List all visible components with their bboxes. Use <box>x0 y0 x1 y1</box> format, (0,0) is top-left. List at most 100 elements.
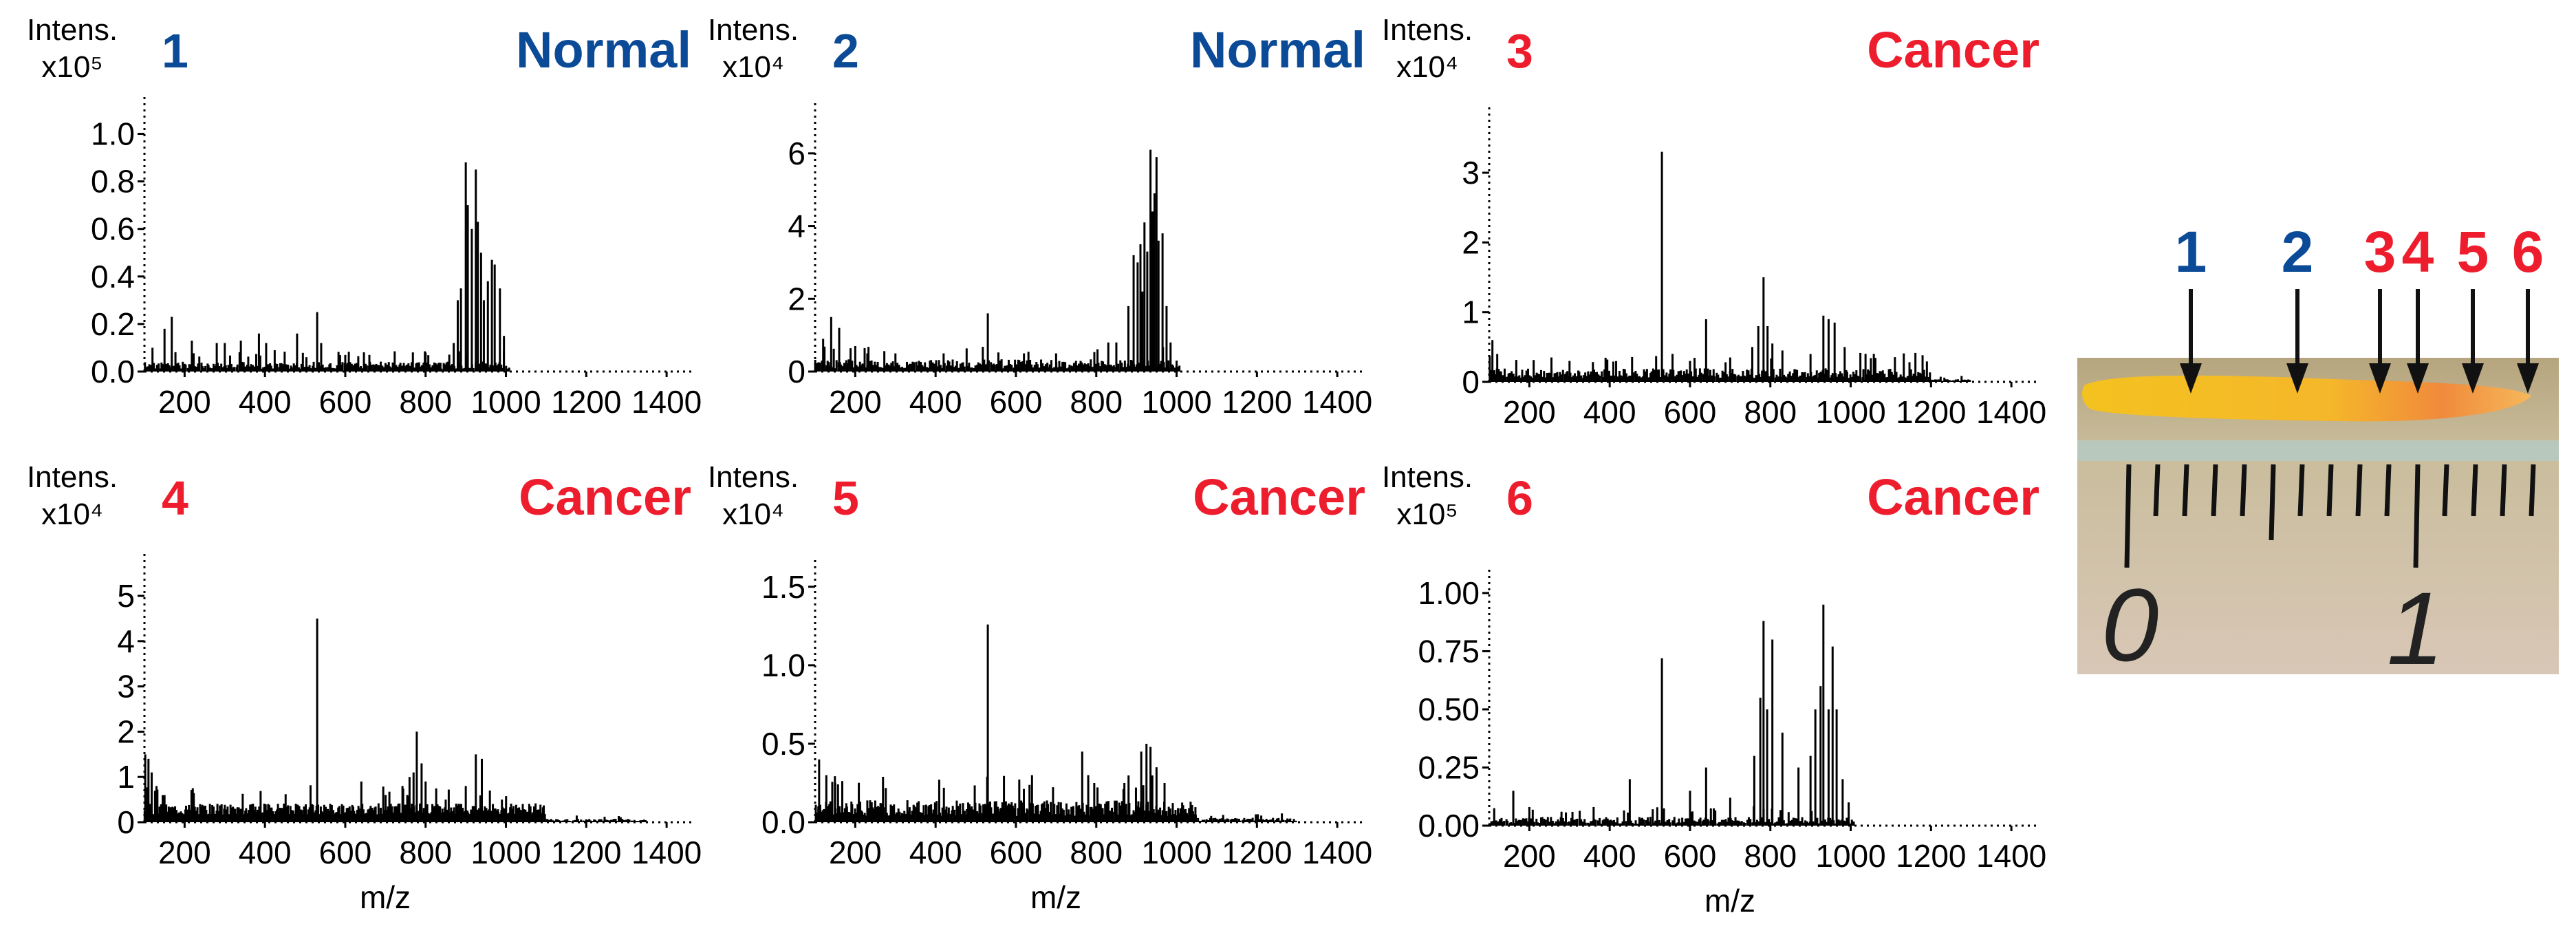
panel-class-label: Cancer <box>1193 469 1365 526</box>
x-tick-label: 400 <box>909 835 962 870</box>
y-tick-label: 1.5 <box>761 569 805 605</box>
spectrum-peaks <box>1489 151 1971 382</box>
ruler-tick <box>2124 464 2132 568</box>
x-tick-label: 1400 <box>631 835 702 870</box>
y-tick-label: 2 <box>1462 224 1480 260</box>
x-tick-label: 1400 <box>1302 384 1372 420</box>
spectrum-peaks <box>814 624 1297 822</box>
x-tick-label: 600 <box>319 835 372 870</box>
x-tick-label: 200 <box>1503 838 1556 874</box>
x-tick-label: 1400 <box>1976 838 2046 874</box>
x-tick-label: 800 <box>1070 835 1123 870</box>
x-tick-label: 400 <box>239 384 292 420</box>
ruler-tick <box>2442 464 2449 517</box>
x-tick-label: 600 <box>990 384 1043 420</box>
x-tick-label: 800 <box>399 384 452 420</box>
x-tick-label: 600 <box>1664 838 1717 874</box>
x-tick-label: 1000 <box>1141 384 1211 420</box>
x-tick-label: 1000 <box>1141 835 1211 870</box>
y-tick-label: 0.8 <box>91 164 135 200</box>
ruler-tick <box>2529 464 2536 517</box>
position-arrow-head <box>2286 363 2308 394</box>
y-tick-label: 0.5 <box>761 726 805 762</box>
spectrum-peaks <box>1489 604 1855 826</box>
position-label-5: 5 <box>2457 219 2489 284</box>
y-axis-label: Intens. <box>708 460 799 494</box>
panel-number: 3 <box>1506 24 1533 78</box>
position-arrow-head <box>2369 363 2391 394</box>
position-label-6: 6 <box>2512 219 2544 284</box>
photo-slide-edge <box>2077 440 2559 461</box>
x-tick-label: 1200 <box>551 835 621 870</box>
position-label-1: 1 <box>2175 219 2207 284</box>
ruler-tick <box>2355 464 2363 517</box>
y-tick-label: 2 <box>117 714 135 749</box>
y-tick-label: 2 <box>788 281 805 317</box>
panel-class-label: Normal <box>1190 21 1365 78</box>
y-axis-unit: x10⁴ <box>41 497 103 531</box>
spectrum-peaks <box>814 149 1181 372</box>
y-tick-label: 1.00 <box>1418 575 1480 611</box>
position-arrow-head <box>2517 363 2539 394</box>
ruler-tick <box>2153 464 2161 517</box>
y-tick-label: 0.50 <box>1418 691 1480 727</box>
y-tick-label: 0.00 <box>1418 808 1480 844</box>
spectrum-peaks <box>144 162 510 372</box>
position-label-4: 4 <box>2402 219 2434 284</box>
spectrum-panel-5: Intens.x10⁴ 5 Cancer 0.0 0.5 1.0 1.5 200 400 600 8… <box>708 460 1372 915</box>
position-arrow-head <box>2407 363 2429 394</box>
ruler-digit-0: 0 <box>2101 567 2158 683</box>
x-tick-label: 1200 <box>1222 384 1292 420</box>
x-tick-label: 800 <box>1744 838 1797 874</box>
ruler-tick <box>2471 464 2478 517</box>
spectrum-panel-6: Intens.x10⁵ 6 Cancer 0.00 0.25 0.50 0.75 1.00 20… <box>1382 460 2046 919</box>
spectrum-panel-3: Intens.x10⁴ 3 Cancer 0 1 2 3 200 400 600 800 1000 12… <box>1382 13 2046 430</box>
y-tick-label: 1 <box>1462 294 1480 330</box>
y-tick-label: 5 <box>117 578 135 614</box>
panel-number: 2 <box>832 24 859 78</box>
x-tick-label: 1000 <box>1815 394 1885 430</box>
x-tick-label: 1200 <box>551 384 621 420</box>
x-tick-label: 1400 <box>631 384 702 420</box>
panel-number: 6 <box>1506 471 1533 525</box>
x-tick-label: 600 <box>319 384 372 420</box>
x-tick-label: 200 <box>1503 394 1556 430</box>
panel-class-label: Normal <box>516 21 691 78</box>
panel-class-label: Cancer <box>519 469 691 526</box>
x-tick-label: 800 <box>1744 394 1797 430</box>
y-tick-label: 1.0 <box>91 116 135 152</box>
y-axis-unit: x10⁵ <box>1396 497 1458 531</box>
y-axis-label: Intens. <box>27 13 118 47</box>
x-tick-label: 200 <box>158 835 211 870</box>
ruler-tick <box>2240 464 2247 517</box>
panel-class-label: Cancer <box>1867 21 2039 78</box>
panel-number: 1 <box>162 24 188 78</box>
y-tick-label: 0 <box>1462 364 1480 400</box>
y-axis-unit: x10⁴ <box>722 50 784 84</box>
y-tick-label: 0 <box>788 354 805 389</box>
ruler-tick <box>2413 464 2421 568</box>
x-tick-label: 1000 <box>1815 838 1885 874</box>
y-tick-label: 0.2 <box>91 306 135 342</box>
y-tick-label: 6 <box>788 136 805 171</box>
x-tick-label: 800 <box>1070 384 1123 420</box>
y-tick-label: 4 <box>788 208 805 244</box>
x-tick-label: 1200 <box>1896 394 1966 430</box>
y-tick-label: 0.25 <box>1418 749 1480 785</box>
y-axis-unit: x10⁵ <box>41 50 102 84</box>
y-axis-label: Intens. <box>708 13 799 47</box>
x-axis-label: m/z <box>360 879 411 915</box>
x-tick-label: 400 <box>239 835 292 870</box>
x-tick-label: 400 <box>1583 838 1636 874</box>
panel-number: 4 <box>162 471 188 525</box>
y-axis-unit: x10⁴ <box>1396 50 1458 84</box>
ruler-tick <box>2297 464 2305 517</box>
y-tick-label: 1 <box>117 759 135 795</box>
position-label-3: 3 <box>2364 219 2396 284</box>
x-tick-label: 400 <box>1583 394 1636 430</box>
y-axis-label: Intens. <box>27 460 118 494</box>
y-axis-label: Intens. <box>1382 460 1473 494</box>
y-tick-label: 0.6 <box>91 211 135 247</box>
ruler-tick <box>2500 464 2507 517</box>
